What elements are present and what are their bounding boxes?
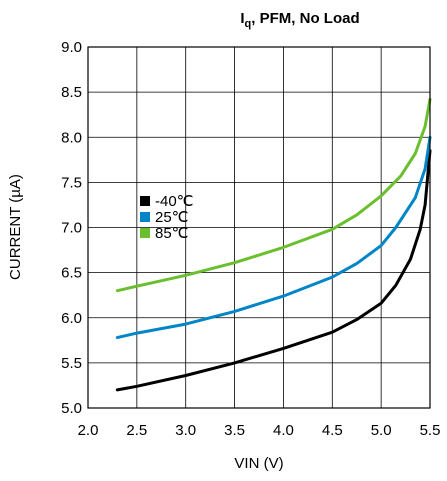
data-series [115, 97, 432, 392]
y-tick-label: 7.5 [61, 174, 82, 191]
series-line-2 [115, 97, 432, 293]
legend-label-1: 25℃ [155, 209, 189, 226]
grid-lines [87, 46, 431, 409]
x-tick-label: 3.5 [224, 422, 245, 439]
x-tick-label: 3.0 [175, 422, 196, 439]
chart-title-sub: q [245, 18, 252, 30]
y-tick-label: 8.0 [61, 129, 82, 146]
y-axis-label: CURRENT (µA) [7, 174, 24, 280]
y-tick-label: 5.0 [61, 400, 82, 417]
x-tick-label: 5.5 [420, 422, 441, 439]
legend: -40℃25℃85℃ [140, 193, 194, 242]
x-tick-labels: 2.0 2.5 3.0 3.5 4.0 4.5 5.0 5.5 [78, 422, 441, 439]
x-tick-label: 4.0 [273, 422, 294, 439]
series-line-0 [115, 149, 432, 392]
x-tick-label: 2.0 [78, 422, 99, 439]
y-tick-label: 6.5 [61, 265, 82, 282]
x-tick-label: 2.5 [126, 422, 147, 439]
series-line-1 [115, 135, 432, 340]
chart-title: Iq, PFM, No Load [240, 10, 359, 30]
y-tick-label: 6.0 [61, 310, 82, 327]
legend-swatch-0 [140, 196, 150, 206]
y-tick-label: 5.5 [61, 355, 82, 372]
y-tick-label: 7.0 [61, 220, 82, 237]
chart-title-rest: , PFM, No Load [251, 10, 359, 27]
legend-label-0: -40℃ [155, 193, 194, 210]
legend-swatch-2 [140, 228, 150, 238]
plot-frame [87, 46, 431, 409]
legend-label-2: 85℃ [155, 225, 189, 242]
x-tick-label: 4.5 [322, 422, 343, 439]
legend-swatch-1 [140, 212, 150, 222]
y-tick-label: 9.0 [61, 39, 82, 56]
chart-title-main: I [240, 10, 244, 27]
y-tick-labels: 5.0 5.5 6.0 6.5 7.0 7.5 8.0 8.5 9.0 [61, 39, 82, 417]
y-tick-label: 8.5 [61, 84, 82, 101]
x-tick-label: 5.0 [371, 422, 392, 439]
x-axis-label: VIN (V) [234, 455, 283, 472]
